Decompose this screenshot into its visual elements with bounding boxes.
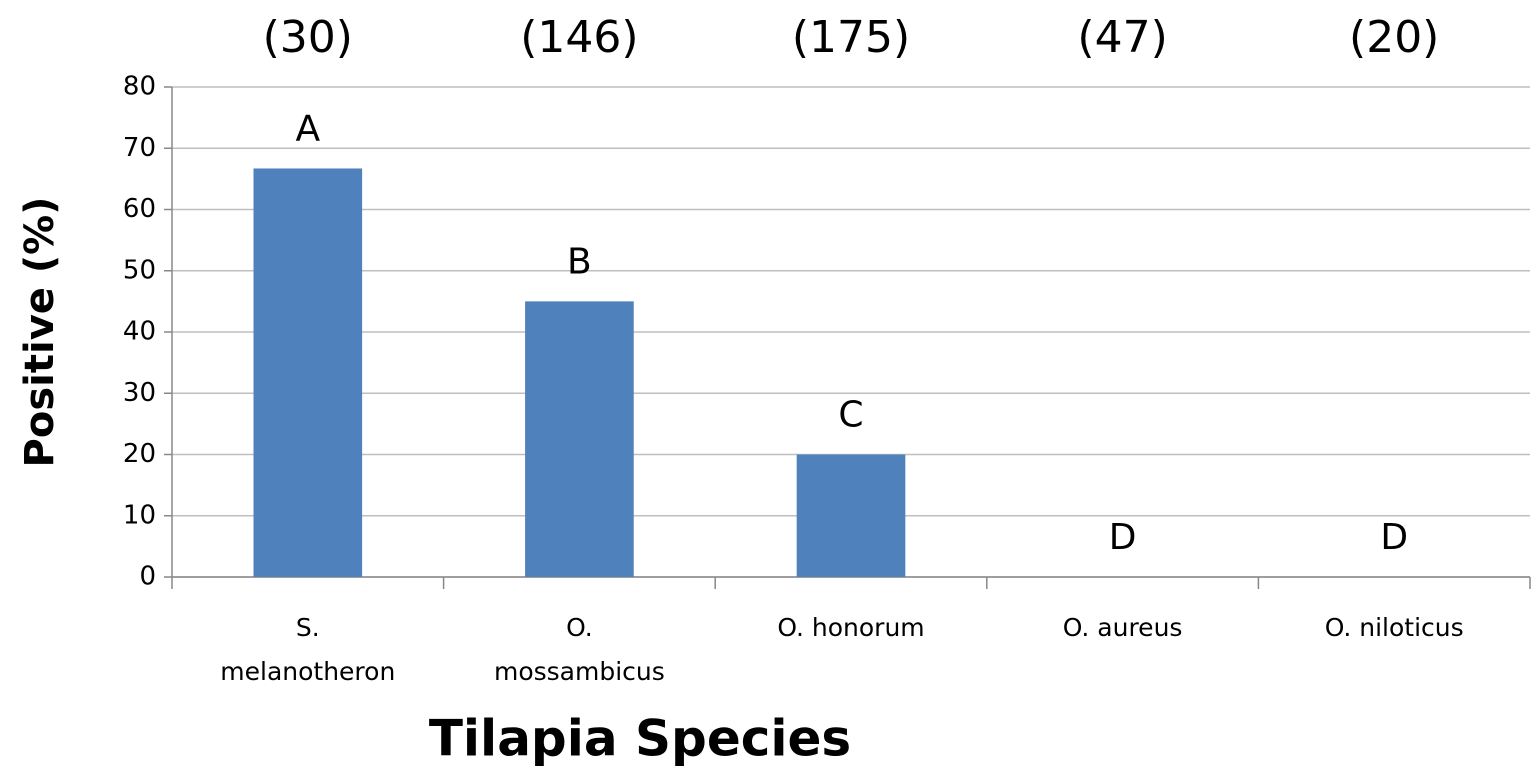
annotation: B xyxy=(567,241,592,282)
x-tick-label: O. mossambicus xyxy=(493,613,665,686)
y-tick-label: 40 xyxy=(123,317,156,347)
annotation: D xyxy=(1109,517,1137,558)
bar xyxy=(796,454,906,577)
group-label: (175) xyxy=(792,12,910,63)
x-tick-label: O. niloticus xyxy=(1324,613,1464,642)
x-tick-label: O. aureus xyxy=(1062,613,1183,642)
y-tick-label: 30 xyxy=(123,378,156,408)
group-label: (30) xyxy=(263,12,353,63)
y-tick-label: 80 xyxy=(123,72,156,102)
x-tick-label: O. honorum xyxy=(777,613,925,642)
bar xyxy=(253,168,363,577)
y-tick-label: 50 xyxy=(123,255,156,285)
y-tick-label: 10 xyxy=(123,500,156,530)
group-label: (47) xyxy=(1077,12,1167,63)
bar xyxy=(525,301,634,577)
annotation: A xyxy=(295,108,320,149)
y-tick-label: 70 xyxy=(123,133,156,163)
group-label: (146) xyxy=(520,12,638,63)
y-tick-label: 0 xyxy=(139,562,156,592)
annotation: C xyxy=(838,395,863,436)
annotation: D xyxy=(1380,517,1408,558)
group-label: (20) xyxy=(1349,12,1439,63)
y-axis-title: Positive (%) xyxy=(17,197,63,468)
y-tick-label: 60 xyxy=(123,194,156,224)
y-tick-label: 20 xyxy=(123,439,156,469)
x-tick-label: S. melanotheron xyxy=(220,613,396,686)
x-axis-title: Tilapia Species xyxy=(429,710,851,768)
